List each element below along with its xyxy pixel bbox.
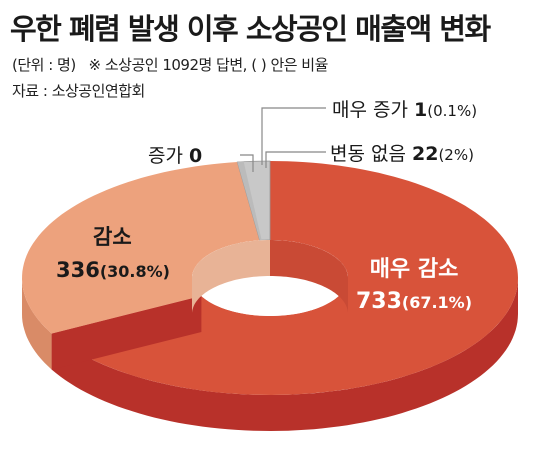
- leader-increase: [240, 154, 254, 172]
- value: 1: [414, 99, 427, 121]
- name: 변동 없음: [330, 143, 412, 165]
- slice-very-increase: [237, 161, 262, 241]
- hole-inner-wall: [192, 240, 270, 314]
- value: 0: [189, 145, 202, 167]
- label-increase: 증가 0: [148, 145, 202, 167]
- label-decrease-value: 336(30.8%): [56, 258, 170, 282]
- percent: (0.1%): [427, 102, 477, 120]
- slice-inner-cut: [51, 296, 202, 370]
- label-very-decrease-name: 매우 감소: [370, 257, 459, 282]
- slice-outer-wall: [51, 278, 518, 431]
- value: 733: [356, 289, 402, 314]
- chart-title: 우한 폐렴 발생 이후 소상공인 매출액 변화: [10, 12, 491, 46]
- slice-decrease: [22, 162, 260, 334]
- label-decrease-name: 감소: [93, 225, 132, 249]
- unit-note: (단위 : 명): [12, 56, 76, 74]
- name: 매우 증가: [332, 99, 414, 121]
- percent: (2%): [438, 146, 474, 164]
- hole-inner-wall: [270, 240, 348, 314]
- percent: (67.1%): [402, 293, 472, 312]
- label-very-decrease-value: 733(67.1%): [356, 289, 472, 314]
- value: 22: [412, 143, 438, 165]
- label-no-change: 변동 없음 22(2%): [330, 143, 474, 165]
- label-very-increase: 매우 증가 1(0.1%): [332, 99, 477, 121]
- chart-notes: (단위 : 명) ※ 소상공인 1092명 답변, ( ) 안은 비율: [12, 54, 328, 75]
- source-note: 자료 : 소상공인연합회: [12, 82, 145, 100]
- slice-outer-wall: [22, 278, 52, 370]
- leader-no-change: [265, 151, 326, 168]
- leader-very-increase: [261, 107, 326, 165]
- name: 증가: [148, 145, 189, 167]
- respondents-note: ※ 소상공인 1092명 답변, ( ) 안은 비율: [88, 56, 329, 74]
- percent: (30.8%): [100, 262, 170, 281]
- value: 336: [56, 258, 100, 282]
